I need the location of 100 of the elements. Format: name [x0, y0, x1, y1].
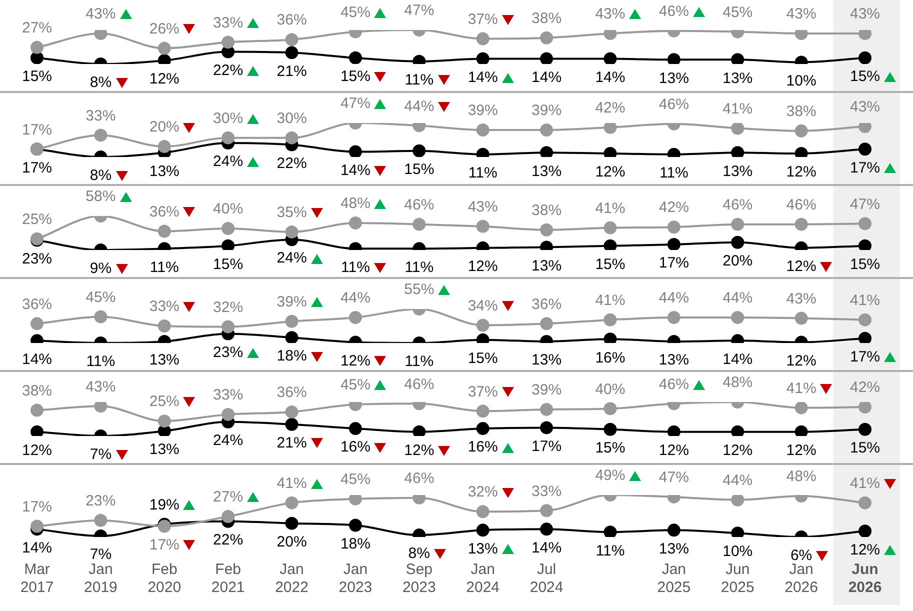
- data-label: 36%: [276, 384, 307, 402]
- data-label: 25%: [149, 393, 180, 410]
- data-label: 8%: [90, 74, 112, 92]
- data-label: 15%: [22, 68, 52, 86]
- data-label: 11%: [404, 72, 434, 89]
- data-label: 13%: [149, 352, 180, 369]
- x-tick-label: Mar 2017: [20, 561, 54, 596]
- data-label: 12%: [786, 352, 816, 370]
- data-label: 45%: [86, 288, 116, 306]
- data-label: 21%: [276, 434, 307, 452]
- data-label: 46%: [404, 376, 434, 393]
- data-label: 21%: [276, 62, 307, 80]
- data-label: 32%: [213, 298, 244, 316]
- data-label: 7%: [90, 446, 112, 464]
- data-label: 46%: [722, 196, 753, 214]
- data-label: 46%: [404, 470, 434, 488]
- data-label: 12%: [722, 442, 753, 459]
- data-label: 13%: [532, 162, 562, 180]
- data-label: 35%: [276, 204, 307, 222]
- data-label: 12%: [850, 541, 880, 558]
- data-label: 11%: [404, 258, 434, 276]
- x-tick-label: Sep 2023: [402, 561, 436, 596]
- data-label: 14%: [722, 350, 753, 368]
- data-label: 13%: [658, 540, 689, 558]
- data-label: 10%: [722, 543, 753, 560]
- data-label: 43%: [595, 6, 626, 23]
- data-label: 41%: [786, 380, 816, 397]
- data-label: 41%: [850, 292, 880, 309]
- data-label: 7%: [90, 546, 112, 564]
- data-label: 40%: [595, 380, 626, 398]
- data-label: 48%: [340, 195, 370, 212]
- data-label: 49%: [595, 467, 626, 484]
- data-label: 13%: [149, 162, 180, 180]
- data-label: 24%: [213, 153, 244, 170]
- data-label: 47%: [658, 469, 689, 486]
- data-label: 37%: [468, 10, 498, 28]
- data-label: 44%: [340, 290, 370, 307]
- x-tick-label: Jun 2025: [720, 561, 754, 596]
- data-label: 30%: [213, 110, 244, 127]
- data-label: 18%: [340, 535, 370, 552]
- data-label: 17%: [22, 121, 52, 138]
- data-label: 38%: [786, 102, 816, 120]
- data-label: 12%: [468, 258, 498, 276]
- data-label: 17%: [149, 536, 180, 554]
- x-tick-label: Jul 2024: [530, 561, 564, 596]
- data-label: 17%: [658, 254, 689, 272]
- data-label: 36%: [22, 296, 52, 313]
- data-label: 15%: [850, 440, 880, 457]
- data-label: 36%: [532, 296, 562, 313]
- data-label: 45%: [722, 4, 753, 21]
- data-label: 26%: [149, 20, 180, 38]
- data-label: 12%: [595, 164, 626, 181]
- data-label: 46%: [658, 376, 689, 393]
- data-label: 11%: [86, 353, 116, 370]
- data-label: 16%: [340, 438, 370, 456]
- data-label: 39%: [468, 102, 498, 120]
- data-label: 13%: [722, 162, 753, 180]
- data-label: 43%: [786, 290, 816, 308]
- data-label: 14%: [532, 68, 562, 86]
- data-label: 33%: [149, 298, 180, 316]
- data-label: 15%: [213, 256, 244, 273]
- data-label: 41%: [595, 200, 626, 217]
- data-label: 11%: [659, 164, 688, 182]
- data-label: 15%: [850, 68, 880, 86]
- data-label: 33%: [532, 482, 562, 500]
- data-label: 11%: [341, 258, 370, 276]
- data-label: 11%: [404, 353, 434, 370]
- data-label: 40%: [213, 200, 244, 218]
- data-label: 43%: [850, 6, 880, 23]
- x-tick-label: Jan 2023: [338, 561, 372, 596]
- data-label: 15%: [404, 161, 434, 178]
- data-label: 45%: [340, 471, 370, 488]
- data-label: 17%: [532, 438, 562, 455]
- data-label: 23%: [213, 344, 244, 361]
- data-label: 33%: [213, 386, 244, 404]
- data-label: 32%: [468, 484, 498, 501]
- data-label: 41%: [276, 474, 307, 492]
- x-tick-label: Feb 2020: [148, 561, 182, 596]
- data-label: 27%: [213, 488, 244, 506]
- data-label: 46%: [658, 3, 689, 20]
- data-label: 11%: [468, 164, 498, 182]
- data-label: 22%: [213, 62, 244, 79]
- data-label: 43%: [86, 378, 116, 396]
- data-label: 17%: [850, 348, 880, 366]
- data-label: 46%: [658, 96, 689, 114]
- data-label: 55%: [404, 281, 434, 298]
- data-label: 38%: [22, 382, 52, 400]
- data-label: 13%: [149, 441, 180, 458]
- data-label: 12%: [786, 258, 816, 276]
- x-tick-label: Feb 2021: [211, 561, 245, 596]
- data-label: 13%: [658, 70, 689, 87]
- data-label: 11%: [150, 258, 179, 276]
- data-label: 23%: [22, 250, 52, 268]
- data-label: 13%: [468, 540, 498, 558]
- data-label: 13%: [658, 352, 689, 369]
- data-label: 15%: [595, 256, 626, 273]
- data-label: 16%: [595, 349, 626, 366]
- data-label: 20%: [276, 533, 307, 550]
- data-label: 12%: [149, 70, 180, 88]
- data-label: 47%: [850, 196, 880, 213]
